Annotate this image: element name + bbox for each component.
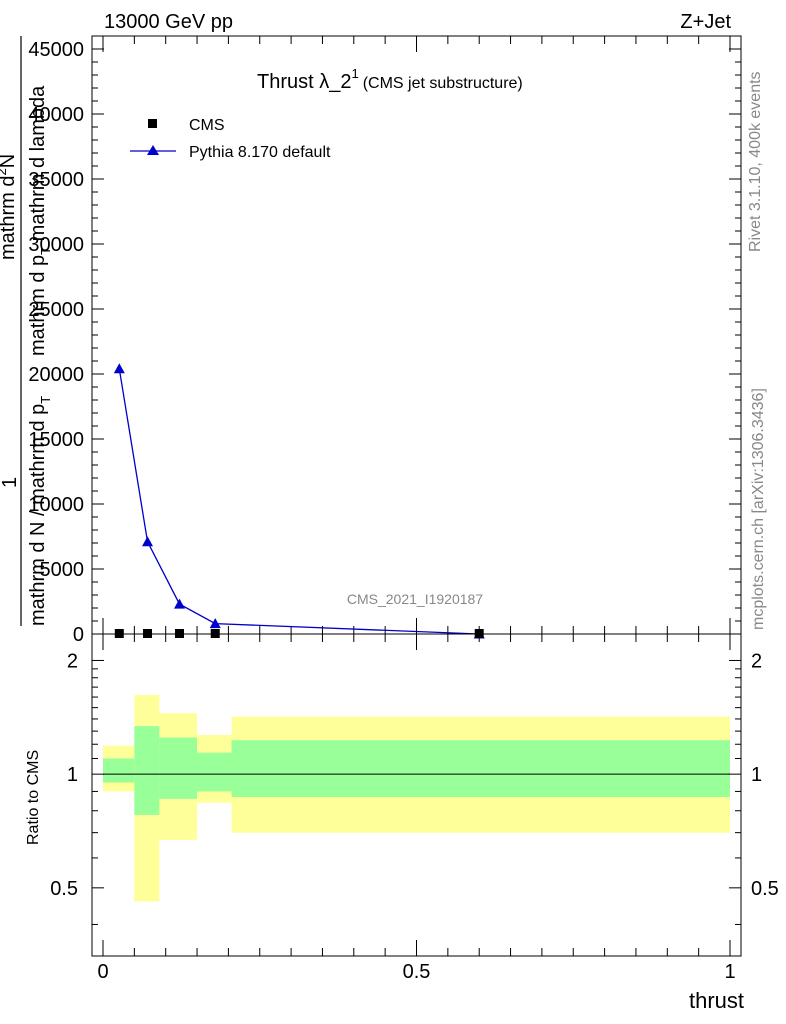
header-process-label: Z+Jet xyxy=(680,11,731,33)
ratio-y-tick-label: 0.5 xyxy=(50,878,78,900)
legend: CMS Pythia 8.170 default xyxy=(130,117,331,161)
main-panel: 0 5000 10000 15000 20000 25000 30000 35000 40000… xyxy=(0,35,742,646)
header-energy-label: 13000 GeV pp xyxy=(104,11,233,33)
ratio-bands xyxy=(103,695,730,902)
main-y-tick-label: 15000 xyxy=(28,429,84,451)
pythia-point xyxy=(113,363,125,374)
ratio-axis-ticks xyxy=(92,634,741,956)
ratio-y-tick-labels: 0.5 1 2 xyxy=(50,650,78,899)
ratio-panel: 0.512 0.512 0 0.5 1 Ratio to CMS thrust xyxy=(25,633,779,1013)
y-label-prefix: 1 xyxy=(0,477,21,488)
x-tick-label: 0 xyxy=(97,961,108,983)
main-axis-ticks xyxy=(92,36,741,635)
analysis-watermark: CMS_2021_I1920187 xyxy=(347,591,483,607)
main-y-tick-label: 35000 xyxy=(28,169,84,191)
main-y-axis-label: 1 mathrm d2N mathrm d pT mathrm d lambda… xyxy=(0,36,53,626)
pythia-point xyxy=(173,598,185,609)
ratio-y-tick-label-right: 0.5 xyxy=(751,878,779,900)
y-label-numerator: mathrm d2N xyxy=(0,154,19,260)
ratio-y-tick-label: 2 xyxy=(67,650,78,672)
legend-pythia-label: Pythia 8.170 default xyxy=(189,144,331,161)
y-label-denominator-lower: mathrm d N / mathrm d pT xyxy=(27,396,53,626)
ratio-y-axis-label: Ratio to CMS xyxy=(25,750,42,845)
ratio-inner-band xyxy=(197,752,232,792)
ratio-y-tick-label-right: 2 xyxy=(751,650,762,672)
main-y-tick-label: 40000 xyxy=(28,104,84,126)
main-y-tick-label: 10000 xyxy=(28,494,84,516)
main-y-tick-labels: 0 5000 10000 15000 20000 25000 30000 35000 40000… xyxy=(28,39,84,646)
chart-title: Thrust λ_21(CMS jet substructure) xyxy=(257,66,523,93)
legend-cms-marker xyxy=(148,119,157,128)
y-label-denominator-upper: mathrm d pT mathrm d lambda xyxy=(27,85,53,356)
ratio-y-tick-label: 1 xyxy=(67,764,78,786)
main-y-tick-label: 25000 xyxy=(28,299,84,321)
ratio-y-tick-labels-right: 0.5 1 2 xyxy=(751,650,779,899)
rivet-version-note: Rivet 3.1.10, 400k events xyxy=(747,71,764,252)
x-tick-labels: 0 0.5 1 xyxy=(97,961,735,983)
pythia-point xyxy=(209,618,221,629)
main-y-tick-label: 45000 xyxy=(28,39,84,61)
main-y-tick-label: 0 xyxy=(73,624,84,646)
main-y-tick-label: 30000 xyxy=(28,234,84,256)
legend-cms-label: CMS xyxy=(189,117,225,134)
ratio-inner-band xyxy=(231,740,730,797)
x-tick-label: 1 xyxy=(724,961,735,983)
ratio-y-tick-label-right: 1 xyxy=(751,764,762,786)
ratio-inner-band xyxy=(134,726,160,815)
ratio-inner-band xyxy=(103,758,135,783)
pythia-point xyxy=(142,536,154,547)
x-axis-label: thrust xyxy=(689,988,744,1013)
legend-pythia-marker xyxy=(147,145,159,155)
mcplots-note: mcplots.cern.ch [arXiv:1306.3436] xyxy=(750,388,767,630)
main-y-tick-label: 5000 xyxy=(40,559,85,581)
ratio-inner-band xyxy=(159,737,198,799)
x-tick-label: 0.5 xyxy=(403,961,431,983)
main-y-tick-label: 20000 xyxy=(28,364,84,386)
